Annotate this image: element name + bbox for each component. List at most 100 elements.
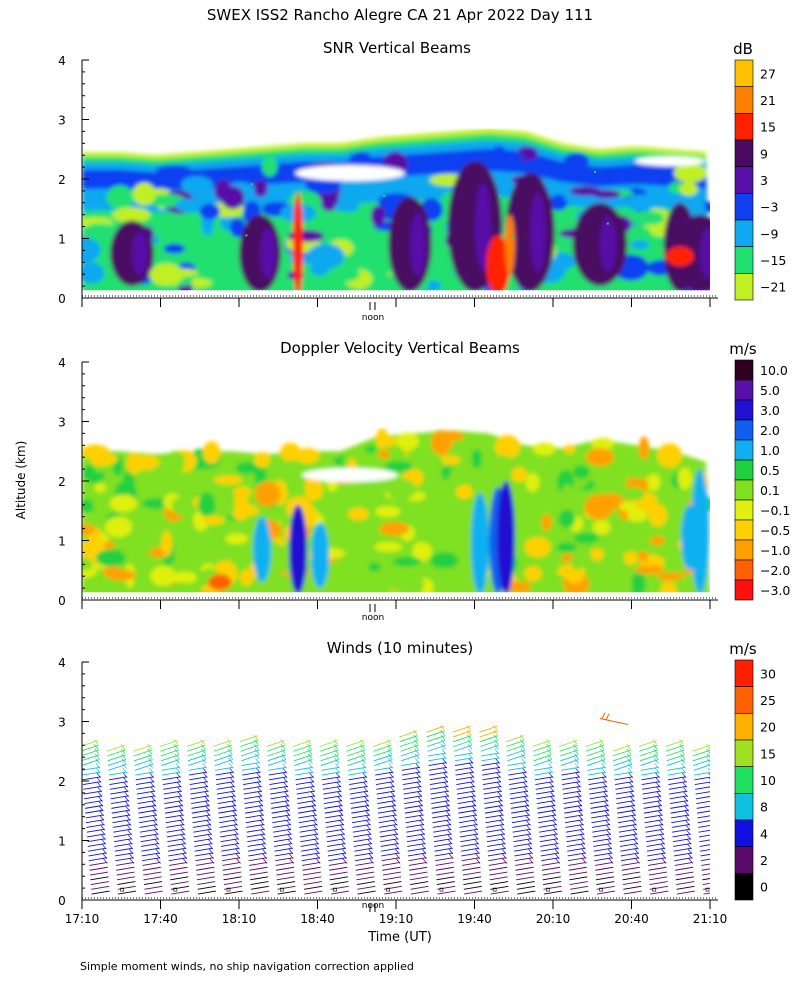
wind-barb bbox=[247, 838, 266, 843]
doppler-patch bbox=[631, 571, 646, 597]
wind-barb bbox=[543, 881, 562, 885]
wind-barb bbox=[650, 890, 669, 895]
wind-barb bbox=[222, 866, 241, 871]
wind-barb bbox=[590, 804, 609, 809]
wind-barb bbox=[619, 833, 638, 838]
wind-barb-feather bbox=[282, 763, 287, 769]
colorbar-swatch bbox=[734, 246, 754, 274]
calm-marker bbox=[333, 887, 337, 892]
wind-barb-feather bbox=[575, 772, 581, 779]
wind-barb bbox=[409, 871, 428, 876]
wind-barb bbox=[197, 890, 217, 895]
wind-barb bbox=[409, 876, 428, 881]
wind-barb bbox=[484, 809, 504, 814]
wind-barb bbox=[298, 814, 317, 819]
wind-barb-feather bbox=[422, 858, 428, 864]
wind-barb bbox=[564, 809, 583, 814]
wind-barb bbox=[192, 819, 211, 824]
wind-barb bbox=[319, 744, 339, 752]
wind-barb-feather bbox=[368, 843, 373, 850]
wind-barb bbox=[355, 862, 374, 866]
snr-speckle bbox=[594, 171, 597, 174]
wind-barb bbox=[270, 800, 289, 805]
doppler-updraft bbox=[691, 469, 709, 595]
wind-barb-feather bbox=[657, 796, 662, 802]
wind-barb bbox=[302, 862, 321, 866]
doppler-patch bbox=[623, 551, 638, 566]
wind-barb bbox=[517, 890, 536, 895]
wind-barb bbox=[507, 762, 526, 766]
wind-barb bbox=[427, 752, 446, 757]
snr-strong-patch bbox=[600, 216, 616, 273]
wind-barb-feather bbox=[420, 824, 425, 831]
wind-barb-feather bbox=[284, 791, 289, 798]
wind-barb-feather bbox=[206, 824, 212, 831]
wind-barb bbox=[274, 852, 293, 857]
colorbar-label: 1.0 bbox=[760, 443, 780, 458]
wind-barb-feather bbox=[688, 853, 693, 859]
wind-barb bbox=[242, 776, 261, 781]
doppler-patch bbox=[623, 486, 645, 502]
wind-barb bbox=[479, 730, 498, 738]
colorbar-swatch bbox=[734, 399, 754, 421]
wind-barb-feather bbox=[315, 848, 320, 855]
wind-barb bbox=[532, 744, 551, 752]
snr-patch bbox=[631, 210, 665, 226]
wind-barb-feather bbox=[368, 853, 374, 859]
wind-barb bbox=[167, 847, 187, 852]
wind-barb-feather bbox=[654, 763, 659, 769]
wind-barb-feather bbox=[261, 834, 266, 840]
calm-marker bbox=[492, 887, 497, 892]
wind-barb-feather bbox=[659, 834, 665, 840]
wind-barb bbox=[699, 844, 710, 847]
wind-barb bbox=[701, 868, 710, 871]
colorbar-label: −15 bbox=[760, 253, 786, 268]
y-axis-label: Altitude (km) bbox=[14, 441, 28, 520]
wind-barb-feather bbox=[342, 858, 348, 864]
wind-barb-feather bbox=[341, 839, 346, 845]
colorbar-label: −3.0 bbox=[760, 583, 790, 598]
wind-barb bbox=[426, 735, 446, 743]
wind-barb bbox=[116, 866, 135, 871]
wind-barb bbox=[328, 862, 347, 866]
y-tick-label: 4 bbox=[58, 54, 66, 68]
wind-barb-feather bbox=[444, 786, 449, 793]
wind-barb-feather bbox=[307, 753, 313, 759]
winds-colorbar-unit: m/s bbox=[729, 640, 757, 658]
wind-barb-feather bbox=[631, 805, 636, 812]
wind-barb-feather bbox=[415, 758, 420, 764]
wind-barb bbox=[401, 766, 420, 771]
wind-barb-feather bbox=[286, 815, 291, 821]
wind-barb-feather bbox=[605, 815, 610, 821]
wind-barb bbox=[675, 866, 694, 871]
wind-barb-feather bbox=[284, 796, 290, 802]
wind-barb-feather bbox=[468, 748, 473, 755]
wind-barb bbox=[136, 785, 155, 790]
wind-barb bbox=[452, 725, 471, 733]
wind-barb bbox=[87, 838, 106, 843]
doppler-patch bbox=[634, 565, 664, 575]
wind-barb bbox=[373, 754, 393, 762]
wind-barb bbox=[459, 823, 478, 828]
wind-barb bbox=[513, 838, 532, 843]
wind-barb-feather bbox=[628, 777, 634, 783]
wind-barb-feather bbox=[526, 820, 531, 826]
colorbar-swatch bbox=[734, 499, 754, 521]
wind-barb-feather bbox=[599, 739, 604, 745]
wind-barb bbox=[426, 730, 445, 738]
wind-barb-feather bbox=[151, 801, 157, 807]
wind-barb-feather bbox=[526, 829, 532, 836]
wind-barb-feather bbox=[280, 739, 285, 745]
wind-barb bbox=[248, 852, 267, 857]
wind-barb-feather bbox=[581, 853, 587, 859]
wind-barb bbox=[247, 843, 266, 847]
wind-barb bbox=[511, 819, 531, 824]
wind-barb-feather bbox=[235, 843, 240, 850]
wind-barb bbox=[349, 785, 368, 790]
wind-barb bbox=[588, 781, 607, 786]
wind-barb bbox=[113, 838, 133, 843]
colorbar-label: 2 bbox=[760, 853, 768, 868]
wind-barb-feather bbox=[682, 786, 688, 793]
wind-barb bbox=[616, 804, 636, 809]
wind-barb bbox=[515, 866, 534, 871]
